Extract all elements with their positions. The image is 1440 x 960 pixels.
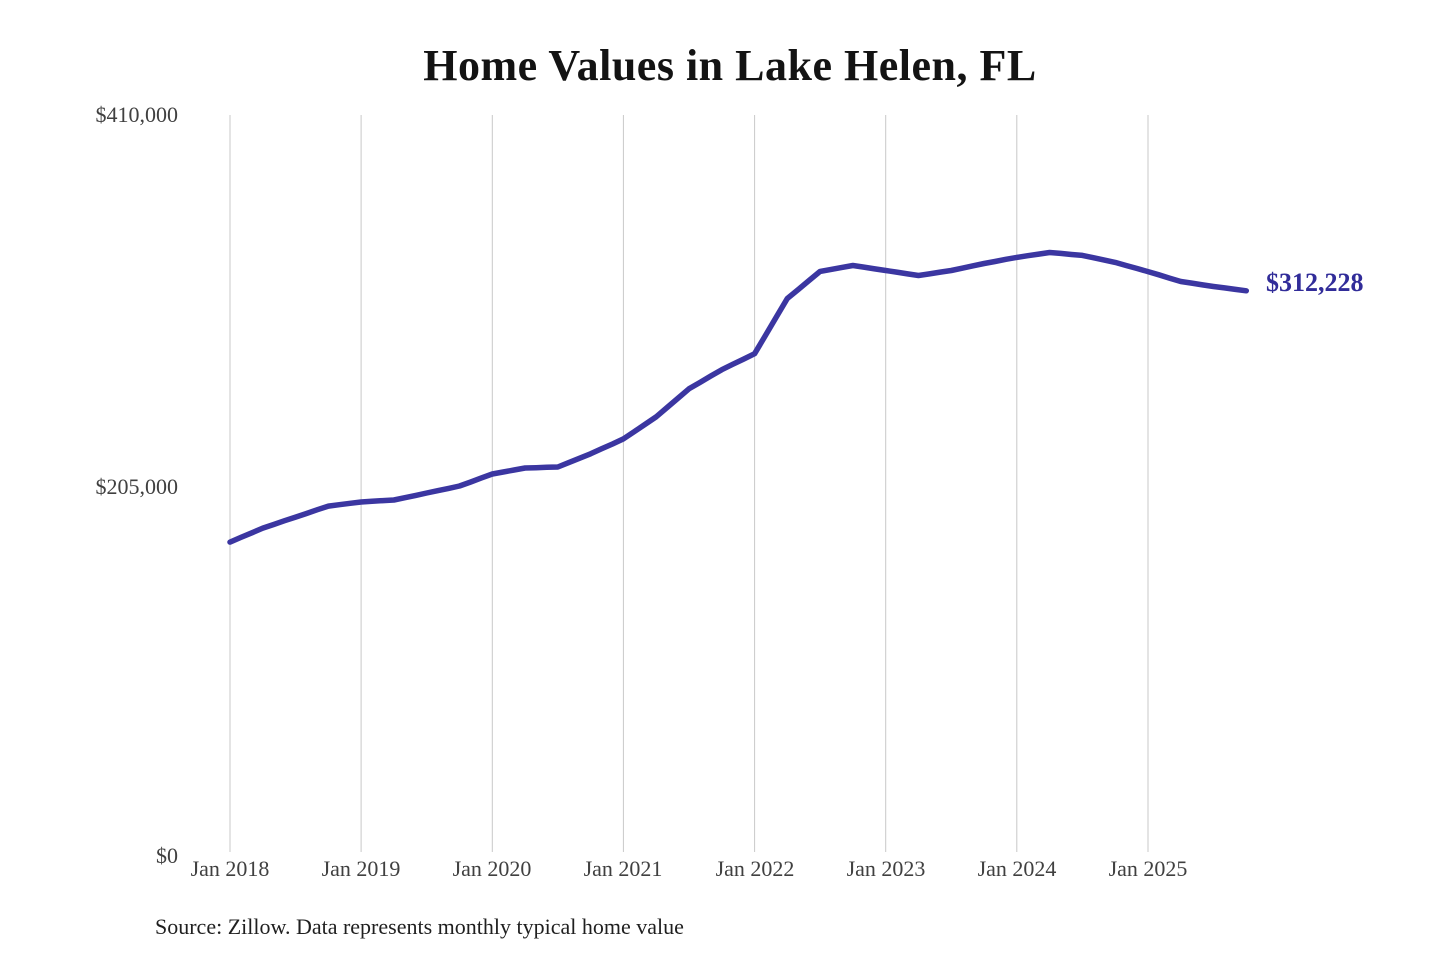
x-tick-jan-2021: Jan 2021 <box>583 856 663 881</box>
vertical-gridlines <box>229 115 1149 852</box>
x-tick-jan-2023: Jan 2023 <box>846 856 926 881</box>
source-note: Source: Zillow. Data represents monthly … <box>155 914 684 939</box>
x-tick-jan-2019: Jan 2019 <box>321 856 401 881</box>
chart-title: Home Values in Lake Helen, FL <box>423 41 1037 90</box>
y-tick-410000: $410,000 <box>95 102 179 127</box>
x-tick-jan-2024: Jan 2024 <box>977 856 1057 881</box>
latest-value-label: $312,228 <box>1266 268 1364 297</box>
x-tick-jan-2022: Jan 2022 <box>715 856 795 881</box>
home-value-line <box>227 249 1250 545</box>
x-tick-jan-2018: Jan 2018 <box>190 856 270 881</box>
x-tick-jan-2020: Jan 2020 <box>452 856 532 881</box>
y-tick-205000: $205,000 <box>95 474 179 499</box>
y-tick-0: $0 <box>156 843 178 868</box>
x-tick-jan-2025: Jan 2025 <box>1108 856 1188 881</box>
